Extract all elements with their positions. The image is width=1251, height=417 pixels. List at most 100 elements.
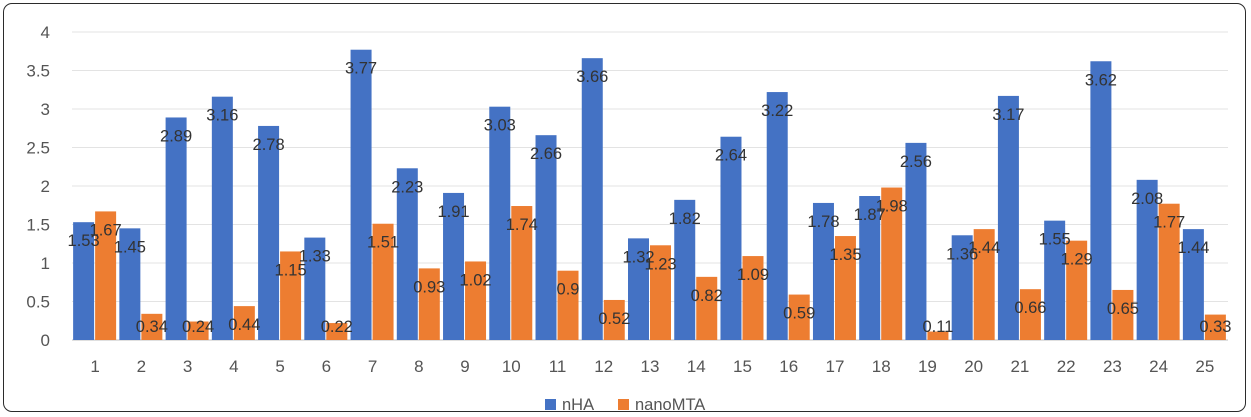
data-label-nanomta: 0.34 [136,318,168,336]
data-label-nanomta: 1.98 [876,198,908,216]
data-label-nha: 2.78 [253,136,285,154]
data-label-nanomta: 1.74 [506,216,538,234]
x-tick-label: 12 [594,357,613,376]
x-tick-label: 25 [1195,357,1214,376]
bar-nha [73,222,95,340]
bars [73,49,1226,341]
bar-nanomta [233,306,255,340]
y-axis-ticks: 0 0.5 1 1.5 2 2.5 3 3.5 4 [26,23,50,350]
bar-nanomta [280,251,302,340]
data-label-nanomta: 0.52 [598,310,630,328]
data-label-nha: 3.77 [345,60,377,78]
data-label-nanomta: 0.66 [1014,299,1046,317]
data-label-nanomta: 1.67 [90,221,122,239]
bar-nanomta [927,331,949,340]
bar-nanomta [418,268,440,340]
data-label-nanomta: 1.44 [968,239,1000,257]
bar-nanomta [1204,314,1226,340]
data-label-nanomta: 1.09 [737,266,769,284]
data-label-nha: 1.78 [807,213,839,231]
bar-nanomta [1158,203,1180,340]
x-tick-label: 13 [641,357,660,376]
bar-nanomta [1066,240,1088,340]
x-tick-label: 11 [549,357,567,376]
x-tick-label: 21 [1010,357,1029,376]
data-label-nanomta: 1.35 [829,246,861,264]
bar-nha [674,199,696,340]
data-label-nanomta: 1.02 [459,271,491,289]
data-label-nha: 3.66 [576,68,608,86]
data-label-nha: 3.17 [992,106,1024,124]
legend-label: nHA [562,396,594,414]
data-label-nha: 2.56 [900,153,932,171]
bar-nanomta [326,323,348,340]
data-label-nanomta: 0.59 [783,305,815,323]
bar-nha [396,168,418,340]
y-tick-label: 3 [41,100,50,119]
bar-nha [720,136,742,340]
bar-nanomta [141,313,163,340]
bar-nha [535,135,557,340]
bar-nha [489,106,511,340]
y-tick-label: 0 [41,331,50,350]
bar-nha [581,58,603,341]
bar-nha [812,202,834,340]
x-tick-label: 17 [825,357,844,376]
bar-nanomta [1112,289,1134,340]
legend-label: nanoMTA [635,396,705,414]
data-label-nanomta: 1.15 [275,261,307,279]
bar-nanomta [511,206,533,340]
y-tick-label: 3.5 [26,62,50,81]
x-axis-ticks: 1 2 3 4 5 6 7 8 9 10 11 12 13 14 15 16 17 18 19 20 21 22 23 24 2… [90,357,1214,376]
bar-nha [1136,179,1158,340]
bar-nha [211,96,233,341]
y-tick-label: 1 [41,254,50,273]
data-label-nha: 1.44 [1177,239,1209,257]
x-tick-label: 24 [1149,357,1168,376]
x-tick-label: 5 [275,357,284,376]
x-tick-label: 1 [90,357,99,376]
bar-nanomta [1019,289,1041,340]
bar-nha [859,196,881,340]
data-label-nha: 1.91 [437,203,469,221]
y-tick-label: 4 [41,23,50,42]
data-label-nanomta: 0.82 [691,287,723,305]
data-label-nanomta: 1.77 [1153,214,1185,232]
x-tick-label: 3 [183,357,192,376]
data-label-nanomta: 1.29 [1061,251,1093,269]
x-tick-label: 7 [368,357,377,376]
bar-nha [258,125,280,340]
bar-nha [905,142,927,340]
bar-nha [350,49,372,341]
x-tick-label: 16 [779,357,798,376]
bar-nha [1182,229,1204,340]
bar-nha [766,92,788,340]
bar-nanomta [95,211,117,340]
data-label-nha: 1.45 [114,238,146,256]
bar-nha [997,95,1019,340]
x-tick-label: 2 [137,357,146,376]
data-label-nanomta: 1.51 [367,234,399,252]
bar-nanomta [557,270,579,340]
y-tick-label: 0.5 [26,293,50,312]
data-label-nanomta: 0.24 [182,318,214,336]
bar-nanomta [742,256,764,340]
data-label-nha: 2.23 [391,178,423,196]
data-label-nha: 2.66 [530,145,562,163]
data-label-nha: 1.32 [622,248,654,266]
x-tick-label: 23 [1103,357,1122,376]
data-label-nha: 1.36 [946,245,978,263]
bar-nanomta [603,299,625,340]
bar-nha [628,238,649,340]
legend: nHA nanoMTA [545,396,705,414]
data-labels: 1.531.671.45 0.34 2.89 0.24 3.16 0.44 2.78 1.15… [68,60,1232,336]
y-tick-label: 1.5 [26,216,50,235]
data-label-nha: 1.55 [1039,231,1071,249]
data-label-nanomta: 0.11 [922,318,953,336]
data-label-nha: 2.64 [715,147,747,165]
data-label-nha: 1.53 [68,232,100,250]
legend-swatch [618,399,629,410]
legend-swatch [545,399,556,410]
bar-nanomta [973,229,995,340]
